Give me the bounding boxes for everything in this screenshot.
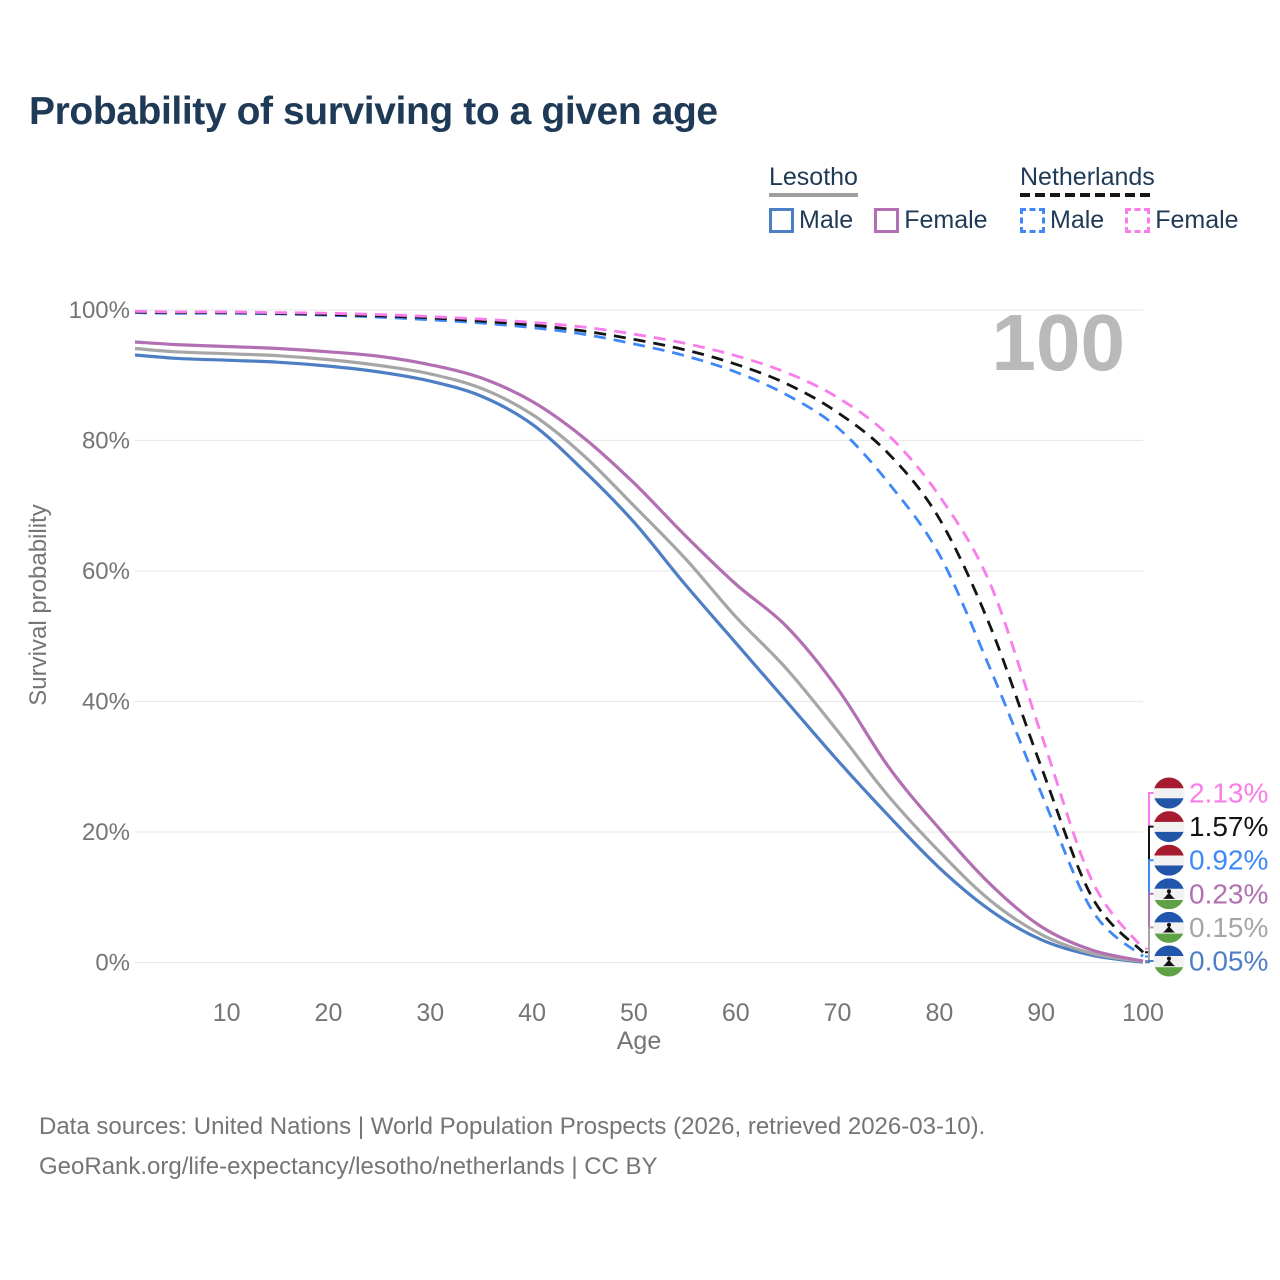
x-tick-label: 20 [315,999,343,1027]
series-line-netherlands-female[interactable] [134,309,1145,950]
y-tick-label: 60% [82,558,130,585]
flag-icon-lesotho [1153,878,1185,910]
series-line-lesotho-both-sexes[interactable] [134,346,1144,964]
legend-item-lesotho-female[interactable]: Female [874,206,988,235]
legend-country-linestyle-solid [769,193,858,197]
x-tick-label: 90 [1027,999,1055,1027]
legend-country-lesotho[interactable]: Lesotho [769,163,858,197]
end-label-netherlands-female: 2.13% [1189,778,1268,809]
y-axis-title: Survival probability [25,504,52,705]
legend-item-netherlands-female[interactable]: Female [1125,206,1239,235]
flag-icon-netherlands [1153,811,1185,843]
legend-item-netherlands-male[interactable]: Male [1020,206,1104,235]
x-tick-label: 100 [1122,999,1164,1027]
legend-item-lesotho-male[interactable]: Male [769,206,853,235]
series-line-netherlands-both-sexes[interactable] [134,310,1145,954]
flag-icon-netherlands [1153,777,1185,809]
legend-group-lesotho: Lesotho Male Female [769,163,988,235]
legend-item-label: Male [1050,206,1105,234]
end-label-lesotho-male: 0.05% [1189,946,1268,977]
legend-group-netherlands: Netherlands Male Female [1020,163,1239,235]
x-tick-label: 30 [416,999,444,1027]
end-label-netherlands-both-sexes: 1.57% [1189,811,1268,842]
page-title: Probability of surviving to a given age [29,90,718,133]
footer: Data sources: United Nations | World Pop… [39,1107,985,1187]
end-label-leader-line [1145,960,1154,964]
legend: Lesotho Male Female Netherlands Male Female [0,163,1280,243]
flag-icon-lesotho [1153,945,1185,977]
legend-country-linestyle-dashed [1020,193,1155,197]
legend-swatch-icon [1125,208,1151,233]
series-line-lesotho-male[interactable] [134,353,1144,964]
legend-swatch-icon [1020,208,1045,233]
footer-attribution: GeoRank.org/life-expectancy/lesotho/neth… [39,1153,658,1180]
y-tick-label: 100% [69,297,130,324]
legend-country-label: Netherlands [1020,163,1155,191]
footer-data-sources: Data sources: United Nations | World Pop… [39,1113,986,1140]
legend-item-label: Male [799,206,854,234]
series-line-netherlands-male[interactable] [134,311,1144,958]
x-tick-label: 80 [925,999,953,1027]
end-label-lesotho-female: 0.23% [1189,878,1268,909]
x-tick-label: 10 [213,999,241,1027]
end-label-netherlands-male: 0.92% [1189,845,1268,876]
y-tick-label: 0% [95,950,130,977]
y-tick-label: 20% [82,819,130,846]
end-label-lesotho-both-sexes: 0.15% [1189,912,1268,943]
legend-item-label: Female [1155,206,1239,234]
series-line-lesotho-female[interactable] [134,340,1144,963]
x-tick-label: 50 [620,999,648,1027]
y-tick-label: 80% [82,428,130,455]
legend-item-label: Female [904,206,988,234]
x-tick-label: 40 [518,999,546,1027]
x-tick-label: 70 [824,999,852,1027]
legend-swatch-icon [769,208,794,233]
legend-country-label: Lesotho [769,163,858,191]
flag-icon-netherlands [1153,844,1185,876]
x-tick-label: 60 [722,999,750,1027]
legend-swatch-icon [874,208,900,233]
age-cursor-watermark: 100 [992,298,1125,387]
flag-icon-lesotho [1153,911,1185,943]
legend-country-netherlands[interactable]: Netherlands [1020,163,1155,197]
x-axis-title: Age [617,1027,661,1055]
y-tick-label: 40% [82,689,130,716]
